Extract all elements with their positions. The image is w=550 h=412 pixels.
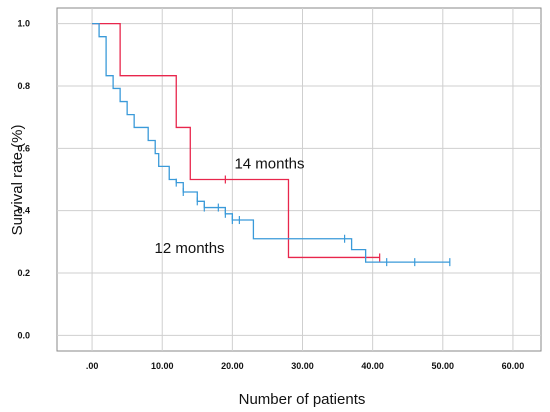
x-axis-ticks: .00 10.00 20.00 30.00 40.00 50.00 60.00	[86, 361, 524, 371]
plot-area-frame	[56, 7, 542, 352]
annotation-label: 12 months	[155, 240, 225, 257]
y-tick-label: 1.0	[17, 19, 30, 29]
x-tick-label: 10.00	[151, 361, 174, 371]
survival-curve-1	[92, 22, 380, 259]
annotations: 14 months 12 months	[155, 156, 305, 257]
survival-curves	[92, 22, 451, 267]
x-tick-label: 60.00	[502, 361, 525, 371]
y-tick-label: 0.8	[17, 81, 30, 91]
x-axis-title: Number of patients	[239, 391, 366, 408]
y-tick-label: 0.4	[17, 206, 30, 216]
y-axis-title: Survival rate (%)	[9, 125, 26, 236]
y-tick-label: 0.2	[17, 268, 30, 278]
survival-curve-2	[92, 22, 450, 263]
x-tick-label: 20.00	[221, 361, 244, 371]
x-tick-label: 50.00	[432, 361, 455, 371]
annotation-label: 14 months	[234, 156, 304, 173]
grid-lines	[57, 8, 541, 351]
x-tick-label: 30.00	[291, 361, 314, 371]
x-tick-label: .00	[86, 361, 99, 371]
x-tick-label: 40.00	[361, 361, 384, 371]
y-tick-label: 0.6	[17, 143, 30, 153]
y-axis-ticks: 0.0 0.2 0.4 0.6 0.8 1.0	[17, 19, 30, 341]
y-tick-label: 0.0	[17, 330, 30, 340]
